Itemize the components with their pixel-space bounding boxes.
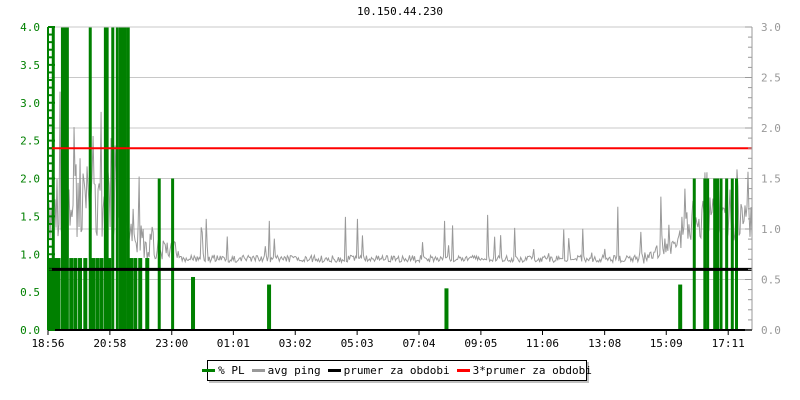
pl-bar <box>121 27 125 330</box>
pl-bar <box>78 258 83 330</box>
axis-tick-label-left: 3.0 <box>20 97 40 110</box>
pl-bar <box>69 258 74 330</box>
pl-bar <box>133 258 138 330</box>
pl-bar <box>129 258 134 330</box>
axis-tick-label-left: 4.0 <box>20 21 40 34</box>
axis-tick-label-left: 2.5 <box>20 135 40 148</box>
pl-bar <box>88 27 92 330</box>
pl-bar <box>60 27 64 330</box>
pl-bar <box>73 258 78 330</box>
pl-bar <box>123 27 127 330</box>
axis-tick-label-right: 1.0 <box>761 223 781 236</box>
pl-bar <box>267 284 272 330</box>
pl-bar <box>111 27 115 330</box>
legend-swatch-icon <box>251 369 265 372</box>
axis-tick-label-left: 0.5 <box>20 286 40 299</box>
pl-bar <box>53 258 58 330</box>
axis-tick-label-x: 05:03 <box>341 337 374 350</box>
pl-bar <box>716 178 719 330</box>
pl-bar <box>103 27 107 330</box>
pl-bar <box>95 258 100 330</box>
axis-tick-label-left: 2.0 <box>20 173 40 186</box>
pl-bar <box>119 27 123 330</box>
pl-bar <box>735 178 739 330</box>
pl-bar <box>105 27 109 330</box>
legend-item: prumer za obdobi <box>327 364 450 377</box>
pl-bar <box>56 258 61 330</box>
legend-item: 3*prumer za obdobi <box>456 364 592 377</box>
pl-bar <box>91 258 96 330</box>
axis-tick-label-x: 18:56 <box>31 337 64 350</box>
series-pl-bars <box>48 27 739 330</box>
axis-right: 0.0 0.5 1.0 1.5 2.0 2.5 3.0 <box>745 21 781 337</box>
axis-tick-label-right: 0.0 <box>761 324 781 337</box>
pl-bar <box>126 27 130 330</box>
axis-tick-label-x: 23:00 <box>155 337 188 350</box>
axis-tick-label-x: 03:02 <box>279 337 312 350</box>
chart-legend: % PL avg ping prumer za obdobi 3*prumer za … <box>202 360 592 381</box>
pl-bar <box>730 178 734 330</box>
chart-title: 10.150.44.230 <box>356 5 444 18</box>
axis-tick-label-right: 3.0 <box>761 21 781 34</box>
axis-tick-label-x: 13:08 <box>588 337 621 350</box>
axis-tick-label-right: 2.5 <box>761 72 781 85</box>
pl-bar <box>63 27 67 330</box>
pl-bar <box>107 258 112 330</box>
pl-bar <box>692 178 696 330</box>
legend-swatch-icon <box>456 369 470 372</box>
pl-bar <box>725 178 729 330</box>
axis-tick-label-left: 3.5 <box>20 59 40 72</box>
legend-label: 3*prumer za obdobi <box>472 364 592 377</box>
pl-bar <box>171 178 175 330</box>
legend-item: avg ping <box>251 364 321 377</box>
legend-swatch-icon <box>202 369 216 372</box>
pl-bar <box>713 178 717 330</box>
pl-bar <box>145 258 150 330</box>
legend-label: prumer za obdobi <box>343 364 450 377</box>
pl-bar <box>83 258 88 330</box>
axis-tick-label-left: 1.5 <box>20 210 40 223</box>
pl-bar <box>191 276 196 330</box>
axis-tick-label-left: 0.0 <box>20 324 40 337</box>
legend-swatch-icon <box>327 369 341 372</box>
axis-tick-label-x: 17:11 <box>712 337 745 350</box>
axis-x: 18:56 20:58 23:00 01:01 03:02 05:03 07:04 09:05… <box>31 330 745 350</box>
axis-tick-label-x: 11:06 <box>526 337 559 350</box>
pl-bar <box>444 288 449 330</box>
axis-tick-label-x: 07:04 <box>402 337 435 350</box>
pl-bar <box>115 27 119 330</box>
axis-tick-label-right: 2.0 <box>761 122 781 135</box>
pl-bar <box>706 178 710 330</box>
pl-bar <box>138 258 143 330</box>
pl-bar <box>719 178 723 330</box>
axis-left: 0.0 0.5 1.0 1.5 2.0 2.5 3.0 3.5 4.0 <box>20 21 55 337</box>
axis-tick-label-x: 20:58 <box>93 337 126 350</box>
axis-tick-label-right: 0.5 <box>761 274 781 287</box>
legend-item: % PL <box>202 364 245 377</box>
series-avg-ping <box>47 76 753 264</box>
pl-bar <box>678 284 683 330</box>
axis-tick-label-left: 1.0 <box>20 248 40 261</box>
axis-tick-label-x: 15:09 <box>650 337 683 350</box>
pl-bar <box>703 178 707 330</box>
legend-label: avg ping <box>267 364 321 377</box>
pl-bar <box>157 178 161 330</box>
pl-bar <box>48 258 53 330</box>
axis-tick-label-right: 1.5 <box>761 173 781 186</box>
pl-bar <box>99 258 104 330</box>
axis-tick-label-x: 09:05 <box>464 337 497 350</box>
legend-label: % PL <box>218 364 245 377</box>
pl-bar <box>65 27 69 330</box>
axis-tick-label-x: 01:01 <box>217 337 250 350</box>
